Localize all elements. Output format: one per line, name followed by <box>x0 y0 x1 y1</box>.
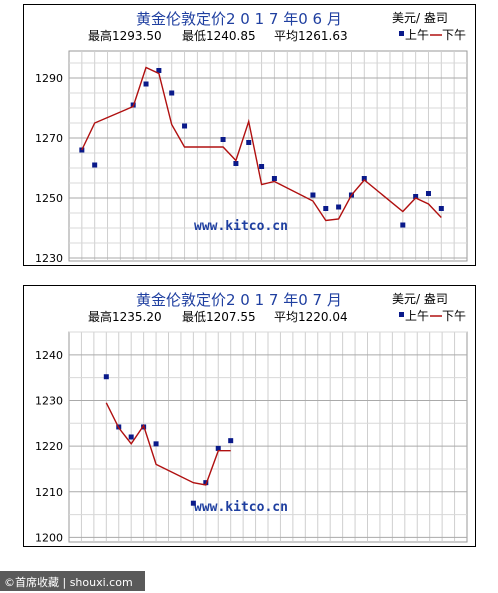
c0-series-am-point <box>92 162 98 168</box>
c1-series-am-point <box>103 374 109 380</box>
c1-unit-label: 美元/ 盎司 <box>392 292 448 306</box>
c1-y-tick-label: 1220 <box>35 440 63 453</box>
c1-series-am-point <box>153 441 159 447</box>
c0-series-am-point <box>438 206 444 211</box>
c0-y-tick-label: 1250 <box>35 192 63 205</box>
c0-legend-am-marker <box>399 31 404 36</box>
c0-series-am-point <box>310 192 316 198</box>
c1-series-am-point <box>203 480 209 486</box>
chart-june-2017: 黄金伦敦定价2 0 1 7 年0 6 月 美元/ 盎司最高1293.50 最低124… <box>23 4 476 266</box>
c0-series-am-point <box>246 140 252 145</box>
c0-series-am-point <box>413 194 419 199</box>
c0-series-am-point <box>143 81 149 87</box>
chart-july-2017: 黄金伦敦定价2 0 1 7 年0 7 月 美元/ 盎司最高1235.20 最低120… <box>23 285 476 547</box>
c1-series-am-point <box>190 500 196 506</box>
c1-stat-high: 最高1235.20 <box>88 309 162 324</box>
c0-legend-pm-label: 下午 <box>442 28 466 42</box>
c0-series-am-point <box>182 123 188 129</box>
c0-chart-title: 黄金伦敦定价2 0 1 7 年0 6 月 <box>136 10 342 28</box>
c0-series-am-point <box>233 161 239 166</box>
c1-legend-am-label: 上午 <box>405 309 429 323</box>
c1-legend-am-marker <box>399 312 404 317</box>
c1-y-tick-label: 1230 <box>35 394 63 407</box>
c0-series-am-point <box>259 164 265 169</box>
c0-series-am-point <box>169 90 175 96</box>
c0-series-am-point <box>220 137 226 142</box>
c0-series-am-point <box>361 176 367 181</box>
c1-series-am-point <box>228 438 234 444</box>
c0-series-am-point <box>336 204 342 210</box>
c1-stat-low: 最低1207.55 <box>182 310 256 324</box>
c1-legend-pm-label: 下午 <box>442 309 466 323</box>
c0-y-tick-label: 1270 <box>35 132 63 145</box>
c0-stat-low: 最低1240.85 <box>182 29 256 43</box>
c0-unit-label: 美元/ 盎司 <box>392 11 448 25</box>
site-credit-text: ©首席收藏 | shouxi.com <box>4 576 133 589</box>
c1-series-pm-line <box>105 402 231 486</box>
c1-chart-title: 黄金伦敦定价2 0 1 7 年0 7 月 <box>136 291 342 309</box>
c0-legend-am-label: 上午 <box>405 28 429 42</box>
c1-series-am-point <box>128 434 134 440</box>
c0-y-tick-label: 1230 <box>35 252 63 265</box>
c0-series-am-point <box>156 68 162 73</box>
c1-y-tick-label: 1210 <box>35 486 63 499</box>
c0-series-am-point <box>400 222 406 228</box>
c1-y-tick-label: 1200 <box>35 531 63 544</box>
c0-stat-avg: 平均1261.63 <box>274 29 348 43</box>
c1-stat-avg: 平均1220.04 <box>274 310 348 324</box>
c0-series-am-point <box>425 191 431 196</box>
c0-series-am-point <box>323 206 329 211</box>
c0-stat-high: 最高1293.50 <box>88 28 162 43</box>
c0-watermark: www.kitco.cn <box>194 219 288 234</box>
c0-series-am-point <box>271 176 277 181</box>
c0-y-tick-label: 1290 <box>35 72 63 85</box>
site-credit: ©首席收藏 | shouxi.com <box>0 571 145 591</box>
c1-watermark: www.kitco.cn <box>194 500 288 515</box>
c0-series-pm-line <box>81 66 442 222</box>
c1-y-tick-label: 1240 <box>35 349 63 362</box>
c1-series-am-point <box>215 445 221 451</box>
